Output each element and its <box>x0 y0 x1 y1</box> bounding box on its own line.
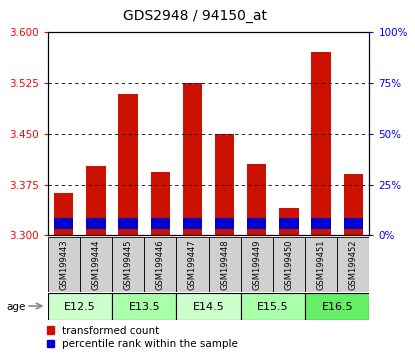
Bar <box>305 237 337 292</box>
Bar <box>176 293 241 320</box>
Bar <box>337 237 369 292</box>
Text: GSM199447: GSM199447 <box>188 239 197 290</box>
Bar <box>86 218 105 229</box>
Bar <box>48 293 112 320</box>
Bar <box>176 237 209 292</box>
Bar <box>215 218 234 229</box>
Bar <box>151 172 170 235</box>
Bar <box>119 94 138 235</box>
Bar <box>80 237 112 292</box>
Text: GSM199449: GSM199449 <box>252 239 261 290</box>
Bar <box>151 218 170 229</box>
Bar <box>305 293 369 320</box>
Text: GSM199445: GSM199445 <box>124 239 133 290</box>
Text: GDS2948 / 94150_at: GDS2948 / 94150_at <box>123 9 267 23</box>
Bar <box>312 218 331 229</box>
Bar <box>344 174 363 235</box>
Bar <box>344 218 363 229</box>
Bar <box>247 218 266 229</box>
Bar <box>241 293 305 320</box>
Text: GSM199450: GSM199450 <box>284 239 293 290</box>
Text: GSM199448: GSM199448 <box>220 239 229 290</box>
Text: E15.5: E15.5 <box>257 302 289 312</box>
Text: age: age <box>6 302 26 312</box>
Text: E14.5: E14.5 <box>193 302 225 312</box>
Bar <box>54 193 73 235</box>
Bar <box>183 83 202 235</box>
Text: GSM199443: GSM199443 <box>59 239 68 290</box>
Bar <box>48 237 80 292</box>
Bar <box>112 237 144 292</box>
Text: GSM199452: GSM199452 <box>349 239 358 290</box>
Text: E12.5: E12.5 <box>64 302 96 312</box>
Bar <box>247 164 266 235</box>
Text: E13.5: E13.5 <box>128 302 160 312</box>
Bar <box>209 237 241 292</box>
Bar <box>279 208 299 235</box>
Bar <box>215 133 234 235</box>
Bar <box>312 52 331 235</box>
Bar <box>273 237 305 292</box>
Text: GSM199444: GSM199444 <box>91 239 100 290</box>
Bar <box>279 218 299 229</box>
Bar <box>144 237 176 292</box>
Text: GSM199451: GSM199451 <box>317 239 326 290</box>
Bar <box>183 218 202 229</box>
Text: GSM199446: GSM199446 <box>156 239 165 290</box>
Bar <box>241 237 273 292</box>
Text: E16.5: E16.5 <box>321 302 353 312</box>
Bar <box>119 218 138 229</box>
Bar <box>54 218 73 229</box>
Bar <box>112 293 176 320</box>
Bar <box>86 166 105 235</box>
Legend: transformed count, percentile rank within the sample: transformed count, percentile rank withi… <box>47 326 238 349</box>
